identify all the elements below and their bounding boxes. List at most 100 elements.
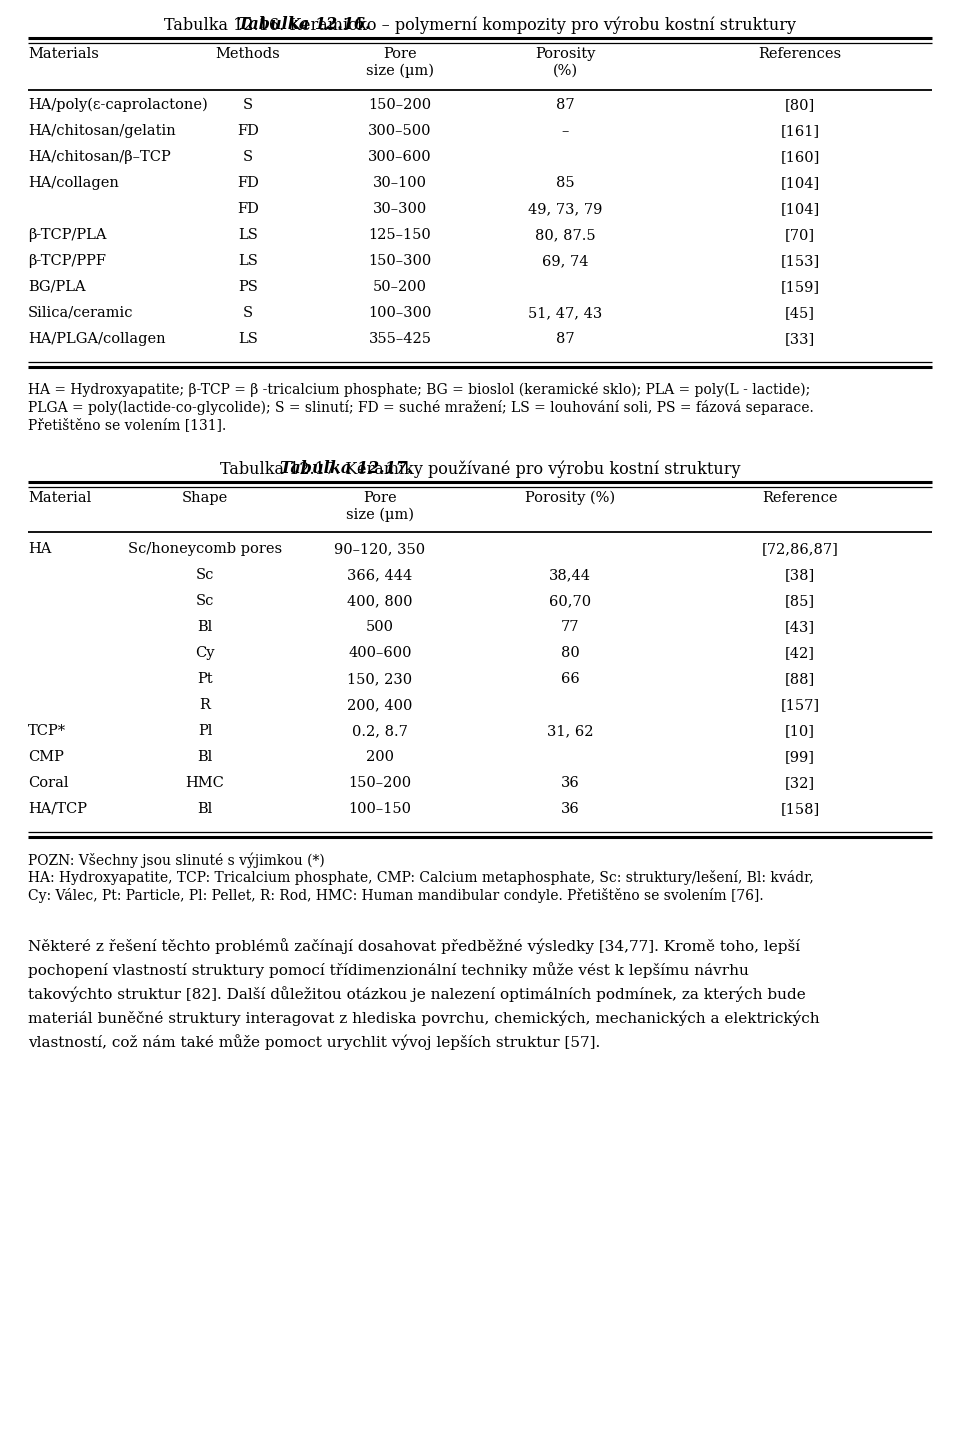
Text: [104]: [104] bbox=[780, 176, 820, 190]
Text: HMC: HMC bbox=[185, 776, 225, 790]
Text: HA/TCP: HA/TCP bbox=[28, 802, 87, 816]
Text: Bl: Bl bbox=[198, 802, 212, 816]
Text: Pl: Pl bbox=[198, 725, 212, 737]
Text: 66: 66 bbox=[561, 672, 580, 686]
Text: [38]: [38] bbox=[785, 569, 815, 581]
Text: Sc/honeycomb pores: Sc/honeycomb pores bbox=[128, 541, 282, 556]
Text: Pt: Pt bbox=[197, 672, 213, 686]
Text: S: S bbox=[243, 150, 253, 165]
Text: β-TCP/PLA: β-TCP/PLA bbox=[28, 228, 107, 242]
Text: LS: LS bbox=[238, 253, 258, 268]
Text: POZN: Všechny jsou slinuté s výjimkou (*): POZN: Všechny jsou slinuté s výjimkou (*… bbox=[28, 852, 324, 868]
Text: 0.2, 8.7: 0.2, 8.7 bbox=[352, 725, 408, 737]
Text: [42]: [42] bbox=[785, 646, 815, 660]
Text: –: – bbox=[562, 125, 568, 137]
Text: FD: FD bbox=[237, 202, 259, 216]
Text: FD: FD bbox=[237, 125, 259, 137]
Text: Tabulka 12.17. Keramiky používané pro výrobu kostní struktury: Tabulka 12.17. Keramiky používané pro vý… bbox=[220, 460, 740, 477]
Text: 51, 47, 43: 51, 47, 43 bbox=[528, 306, 602, 319]
Text: 30–300: 30–300 bbox=[372, 202, 427, 216]
Text: [43]: [43] bbox=[785, 620, 815, 634]
Text: LS: LS bbox=[238, 332, 258, 347]
Text: 38,44: 38,44 bbox=[549, 569, 591, 581]
Text: Cy: Cy bbox=[195, 646, 215, 660]
Text: 69, 74: 69, 74 bbox=[541, 253, 588, 268]
Text: S: S bbox=[243, 306, 253, 319]
Text: TCP*: TCP* bbox=[28, 725, 66, 737]
Text: Pore
size (µm): Pore size (µm) bbox=[366, 47, 434, 77]
Text: 85: 85 bbox=[556, 176, 574, 190]
Text: [80]: [80] bbox=[785, 97, 815, 112]
Text: [159]: [159] bbox=[780, 281, 820, 294]
Text: 400–600: 400–600 bbox=[348, 646, 412, 660]
Text: 300–500: 300–500 bbox=[369, 125, 432, 137]
Text: Methods: Methods bbox=[216, 47, 280, 62]
Text: Tabulka 12.16.: Tabulka 12.16. bbox=[238, 16, 371, 33]
Text: 150–200: 150–200 bbox=[348, 776, 412, 790]
Text: LS: LS bbox=[238, 228, 258, 242]
Text: Coral: Coral bbox=[28, 776, 68, 790]
Text: takovýchto struktur [82]. Další důležitou otázkou je nalezení optimálních podmín: takovýchto struktur [82]. Další důležito… bbox=[28, 987, 805, 1002]
Text: 125–150: 125–150 bbox=[369, 228, 431, 242]
Text: 400, 800: 400, 800 bbox=[348, 594, 413, 609]
Text: 200, 400: 200, 400 bbox=[348, 697, 413, 712]
Text: FD: FD bbox=[237, 176, 259, 190]
Text: materiál buněčné struktury interagovat z hlediska povrchu, chemických, mechanick: materiál buněčné struktury interagovat z… bbox=[28, 1010, 820, 1025]
Text: Shape: Shape bbox=[181, 491, 228, 505]
Text: HA/chitosan/β–TCP: HA/chitosan/β–TCP bbox=[28, 150, 171, 165]
Text: Sc: Sc bbox=[196, 594, 214, 609]
Text: 30–100: 30–100 bbox=[373, 176, 427, 190]
Text: 366, 444: 366, 444 bbox=[348, 569, 413, 581]
Text: HA/PLGA/collagen: HA/PLGA/collagen bbox=[28, 332, 166, 347]
Text: [10]: [10] bbox=[785, 725, 815, 737]
Text: 355–425: 355–425 bbox=[369, 332, 431, 347]
Text: HA = Hydroxyapatite; β-TCP = β -tricalcium phosphate; BG = bioslol (keramické sk: HA = Hydroxyapatite; β-TCP = β -tricalci… bbox=[28, 382, 810, 397]
Text: Bl: Bl bbox=[198, 620, 212, 634]
Text: Přetištěno se volením [131].: Přetištěno se volením [131]. bbox=[28, 418, 227, 432]
Text: Sc: Sc bbox=[196, 569, 214, 581]
Text: 90–120, 350: 90–120, 350 bbox=[334, 541, 425, 556]
Text: HA: HA bbox=[28, 541, 52, 556]
Text: 80, 87.5: 80, 87.5 bbox=[535, 228, 595, 242]
Text: [161]: [161] bbox=[780, 125, 820, 137]
Text: Materials: Materials bbox=[28, 47, 99, 62]
Text: [70]: [70] bbox=[785, 228, 815, 242]
Text: Některé z řešení těchto problémů začínají dosahovat předběžné výsledky [34,77]. : Některé z řešení těchto problémů začínaj… bbox=[28, 938, 800, 954]
Text: 500: 500 bbox=[366, 620, 394, 634]
Text: 87: 87 bbox=[556, 332, 574, 347]
Text: Tabulka 12.16. Keramicko – polymerní kompozity pro výrobu kostní struktury: Tabulka 12.16. Keramicko – polymerní kom… bbox=[164, 16, 796, 33]
Text: HA: Hydroxyapatite, TCP: Tricalcium phosphate, CMP: Calcium metaphosphate, Sc: s: HA: Hydroxyapatite, TCP: Tricalcium phos… bbox=[28, 871, 814, 885]
Text: [88]: [88] bbox=[785, 672, 815, 686]
Text: CMP: CMP bbox=[28, 750, 64, 765]
Text: HA/collagen: HA/collagen bbox=[28, 176, 119, 190]
Text: [32]: [32] bbox=[785, 776, 815, 790]
Text: 100–150: 100–150 bbox=[348, 802, 412, 816]
Text: HA/chitosan/gelatin: HA/chitosan/gelatin bbox=[28, 125, 176, 137]
Text: 150–200: 150–200 bbox=[369, 97, 432, 112]
Text: 31, 62: 31, 62 bbox=[547, 725, 593, 737]
Text: Silica/ceramic: Silica/ceramic bbox=[28, 306, 133, 319]
Text: 36: 36 bbox=[561, 776, 580, 790]
Text: vlastností, což nám také může pomoct urychlit vývoj lepších struktur [57].: vlastností, což nám také může pomoct ury… bbox=[28, 1034, 600, 1050]
Text: 80: 80 bbox=[561, 646, 580, 660]
Text: References: References bbox=[758, 47, 842, 62]
Text: [153]: [153] bbox=[780, 253, 820, 268]
Text: pochopení vlastností struktury pomocí třídimenzionální techniky může vést k lepš: pochopení vlastností struktury pomocí tř… bbox=[28, 962, 749, 978]
Text: 200: 200 bbox=[366, 750, 394, 765]
Text: R: R bbox=[200, 697, 210, 712]
Text: Tabulka 12.17.: Tabulka 12.17. bbox=[280, 460, 413, 477]
Text: [72,86,87]: [72,86,87] bbox=[761, 541, 838, 556]
Text: [158]: [158] bbox=[780, 802, 820, 816]
Text: Pore
size (µm): Pore size (µm) bbox=[346, 491, 414, 521]
Text: [85]: [85] bbox=[785, 594, 815, 609]
Text: PLGA = poly(lactide-co-glycolide); S = slinutí; FD = suché mražení; LS = louhová: PLGA = poly(lactide-co-glycolide); S = s… bbox=[28, 400, 814, 415]
Text: [45]: [45] bbox=[785, 306, 815, 319]
Text: [157]: [157] bbox=[780, 697, 820, 712]
Text: PS: PS bbox=[238, 281, 258, 294]
Text: 150–300: 150–300 bbox=[369, 253, 432, 268]
Text: 50–200: 50–200 bbox=[373, 281, 427, 294]
Text: 100–300: 100–300 bbox=[369, 306, 432, 319]
Text: Material: Material bbox=[28, 491, 91, 505]
Text: 150, 230: 150, 230 bbox=[348, 672, 413, 686]
Text: 60,70: 60,70 bbox=[549, 594, 591, 609]
